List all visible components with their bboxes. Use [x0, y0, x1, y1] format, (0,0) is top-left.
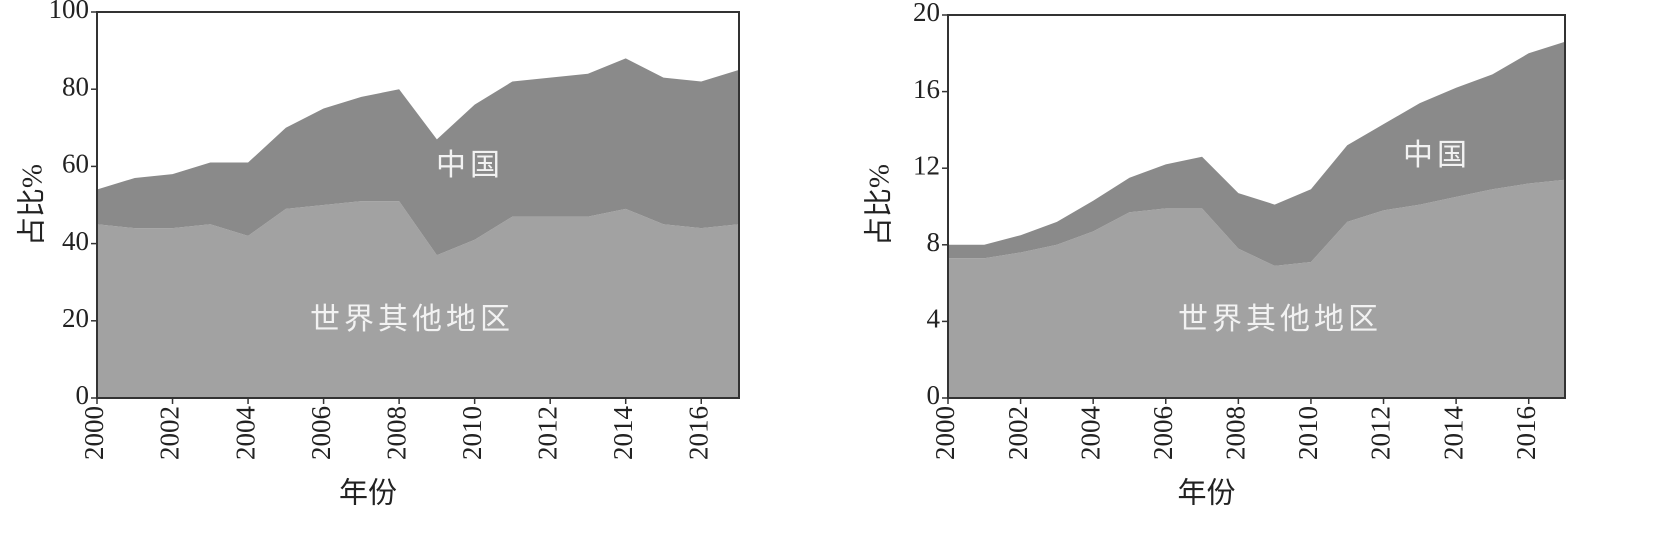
- x-axis-label: 年份: [1177, 477, 1235, 510]
- y-tick-label: 12: [913, 150, 940, 180]
- y-tick-label: 100: [49, 0, 90, 24]
- area-label: 中国: [436, 149, 504, 182]
- y-tick-label: 80: [62, 71, 89, 101]
- area: [97, 201, 739, 398]
- area-label: 世界其他地区: [1178, 303, 1382, 336]
- y-tick-label: 16: [913, 74, 940, 104]
- x-tick-label: 2008: [1221, 406, 1251, 460]
- y-tick-label: 60: [62, 149, 89, 179]
- x-tick-label: 2002: [155, 406, 185, 460]
- area: [948, 179, 1565, 398]
- x-tick-label: 2006: [306, 406, 336, 460]
- x-tick-label: 2016: [1511, 406, 1541, 460]
- x-tick-label: 2014: [1438, 406, 1468, 461]
- y-tick-label: 20: [913, 0, 940, 27]
- y-tick-label: 8: [927, 227, 941, 257]
- y-axis-label: 占比%: [16, 164, 49, 246]
- x-tick-label: 2008: [381, 406, 411, 460]
- x-tick-label: 2012: [532, 406, 562, 460]
- plot-frame: [96, 11, 740, 399]
- x-axis-label: 年份: [339, 477, 397, 510]
- x-tick-label: 2014: [608, 406, 638, 461]
- area-label: 中国: [1403, 139, 1471, 172]
- x-tick-label: 2012: [1366, 406, 1396, 460]
- x-tick-label: 2004: [230, 406, 260, 461]
- x-tick-label: 2010: [457, 406, 487, 460]
- y-tick-label: 0: [76, 380, 90, 410]
- y-tick-label: 40: [62, 226, 89, 256]
- area: [97, 58, 739, 256]
- y-tick-label: 4: [927, 304, 941, 334]
- plot-frame: [947, 14, 1566, 399]
- y-tick-label: 0: [927, 380, 941, 410]
- x-tick-label: 2016: [683, 406, 713, 460]
- x-tick-label: 2000: [930, 406, 960, 460]
- x-tick-label: 2002: [1003, 406, 1033, 460]
- area-label: 世界其他地区: [310, 303, 514, 336]
- y-axis-label: 占比%: [863, 164, 896, 246]
- x-tick-label: 2000: [79, 406, 109, 460]
- x-tick-label: 2004: [1075, 406, 1105, 461]
- area: [948, 41, 1565, 266]
- x-tick-label: 2010: [1293, 406, 1323, 460]
- x-tick-label: 2006: [1148, 406, 1178, 460]
- y-tick-label: 20: [62, 303, 89, 333]
